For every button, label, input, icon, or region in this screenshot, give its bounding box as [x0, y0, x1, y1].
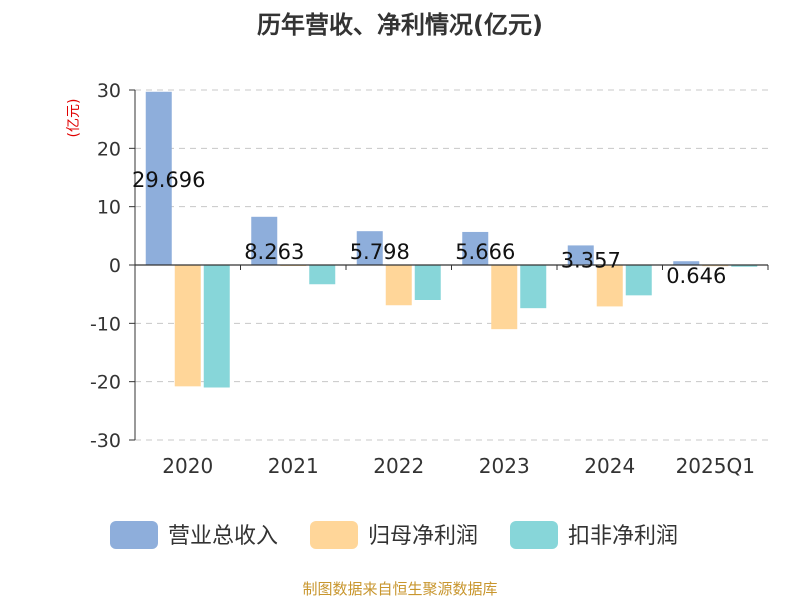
legend-swatch [110, 521, 158, 549]
data-label: 3.357 [561, 248, 621, 272]
bar-deducted-profit [731, 265, 758, 267]
axes: 30 20 10 0 -10 -20 -30 2020 2021 2022 2023 2024 2025… [90, 80, 769, 478]
data-label: 29.696 [132, 168, 205, 192]
legend-label: 扣非净利润 [568, 524, 678, 549]
data-label: 8.263 [244, 240, 304, 264]
source-note: 制图数据来自恒生聚源数据库 [302, 580, 497, 598]
y-tick-label: -10 [90, 313, 121, 335]
data-labels: 29.696 8.263 5.798 5.666 3.357 0.646 [132, 168, 726, 288]
legend-swatch [510, 521, 558, 549]
x-category-label: 2020 [162, 454, 213, 478]
bar-net-profit [385, 265, 412, 306]
bar-revenue [462, 231, 489, 265]
y-tick-label: 30 [97, 80, 121, 102]
legend-label: 营业总收入 [168, 524, 278, 549]
bar-revenue [145, 91, 172, 265]
bar-revenue [567, 245, 594, 265]
bar-deducted-profit [203, 265, 230, 388]
y-tick-label: 10 [97, 197, 121, 219]
y-tick-label: -30 [90, 430, 121, 452]
bar-net-profit [174, 265, 201, 387]
chart-title: 历年营收、净利情况(亿元) [257, 11, 543, 39]
bar-deducted-profit [520, 265, 547, 309]
y-tick-label: 0 [109, 255, 121, 277]
data-label: 5.798 [350, 240, 410, 264]
legend: 营业总收入 归母净利润 扣非净利润 [110, 521, 678, 549]
bar-revenue [251, 216, 278, 265]
bar-deducted-profit [309, 265, 336, 285]
x-category-label: 2025Q1 [676, 454, 755, 478]
y-tick-label: -20 [90, 372, 121, 394]
bar-deducted-profit [625, 265, 652, 296]
x-category-label: 2024 [584, 454, 635, 478]
legend-label: 归母净利润 [368, 524, 478, 549]
bar-net-profit [491, 265, 518, 330]
data-label: 5.666 [455, 240, 515, 264]
data-label: 0.646 [666, 264, 726, 288]
bars [145, 91, 758, 388]
x-category-label: 2023 [479, 454, 530, 478]
x-category-label: 2022 [373, 454, 424, 478]
bar-net-profit [596, 265, 623, 307]
y-axis-unit-label: (亿元) [66, 99, 82, 138]
bar-deducted-profit [414, 265, 441, 300]
y-tick-label: 20 [97, 138, 121, 160]
bar-revenue [356, 231, 383, 265]
legend-swatch [310, 521, 358, 549]
x-category-label: 2021 [268, 454, 319, 478]
bar-revenue [673, 261, 700, 265]
